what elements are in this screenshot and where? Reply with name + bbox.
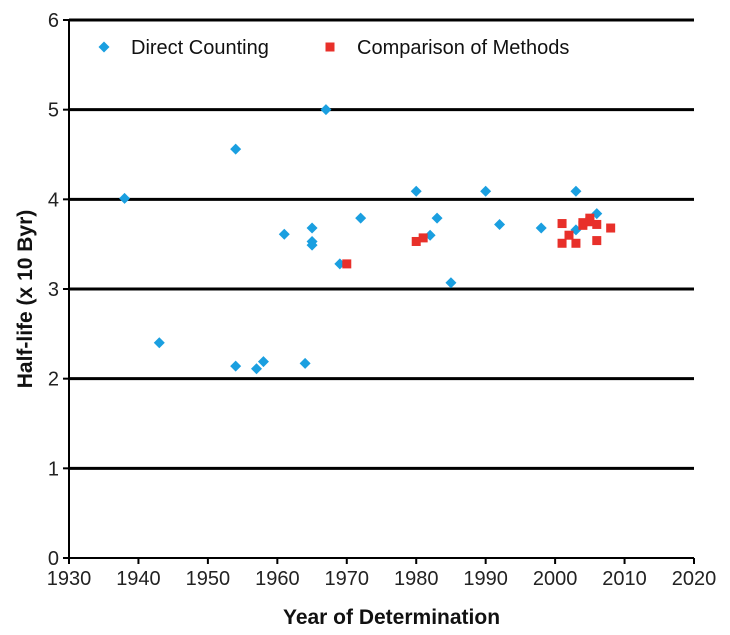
y-axis-ticks: 0 1 2 3 4 5 6 <box>48 10 69 570</box>
series-1 <box>119 104 603 375</box>
legend-marker-1 <box>98 41 110 53</box>
legend-label-1: Direct Counting <box>131 37 269 59</box>
direct-counting-point <box>278 228 290 240</box>
x-tick-label: 1960 <box>255 568 300 590</box>
legend-label-2: Comparison of Methods <box>357 37 569 59</box>
direct-counting-point <box>119 192 131 204</box>
legend: Direct Counting Comparison of Methods <box>98 37 569 59</box>
y-tick-label: 1 <box>48 458 59 480</box>
direct-counting-point <box>355 212 367 224</box>
comparison-of-methods-point <box>557 219 567 229</box>
y-tick-label: 3 <box>48 279 59 301</box>
direct-counting-point <box>570 185 582 197</box>
x-tick-label: 2020 <box>672 568 717 590</box>
direct-counting-point <box>257 356 269 368</box>
direct-counting-point <box>306 239 318 251</box>
y-axis-title: Half-life (x 10 Byr) <box>14 210 37 389</box>
x-tick-label: 1950 <box>186 568 231 590</box>
comparison-of-methods-point <box>606 223 616 233</box>
direct-counting-point <box>306 222 318 234</box>
direct-counting-point <box>445 277 457 289</box>
x-tick-label: 1990 <box>463 568 508 590</box>
y-tick-label: 6 <box>48 10 59 32</box>
x-tick-label: 1930 <box>47 568 92 590</box>
comparison-of-methods-point <box>585 217 595 227</box>
x-tick-label: 1970 <box>325 568 370 590</box>
x-tick-label: 2010 <box>602 568 647 590</box>
comparison-of-methods-point <box>571 238 581 248</box>
direct-counting-point <box>230 360 242 372</box>
direct-counting-point <box>320 104 332 116</box>
direct-counting-point <box>410 185 422 197</box>
comparison-of-methods-point <box>342 259 352 269</box>
y-tick-label: 0 <box>48 548 59 570</box>
y-tick-label: 2 <box>48 369 59 391</box>
comparison-of-methods-point <box>592 219 602 229</box>
comparison-of-methods-point <box>564 230 574 240</box>
y-tick-label: 4 <box>48 189 59 211</box>
direct-counting-point <box>299 357 311 369</box>
comparison-of-methods-point <box>592 236 602 246</box>
gridlines <box>69 18 694 470</box>
series-2 <box>342 213 616 269</box>
x-tick-label: 1980 <box>394 568 439 590</box>
x-tick-label: 1940 <box>116 568 161 590</box>
direct-counting-point <box>535 222 547 234</box>
direct-counting-point <box>153 337 165 349</box>
direct-counting-point <box>251 363 262 375</box>
comparison-of-methods-point <box>557 238 567 248</box>
x-axis-title: Year of Determination <box>283 606 500 629</box>
y-tick-label: 5 <box>48 100 59 122</box>
comparison-of-methods-point <box>418 233 428 243</box>
direct-counting-point <box>480 185 492 197</box>
direct-counting-point <box>494 218 506 230</box>
direct-counting-point <box>230 143 242 155</box>
legend-marker-2 <box>325 42 335 52</box>
x-axis-ticks: 1930 1940 1950 1960 1970 1980 1990 2000 2010 2020 <box>47 558 717 590</box>
x-tick-label: 2000 <box>533 568 578 590</box>
data-points <box>119 104 616 375</box>
comparison-of-methods-point <box>578 218 588 228</box>
direct-counting-point <box>431 212 443 224</box>
comparison-of-methods-point <box>411 236 421 246</box>
